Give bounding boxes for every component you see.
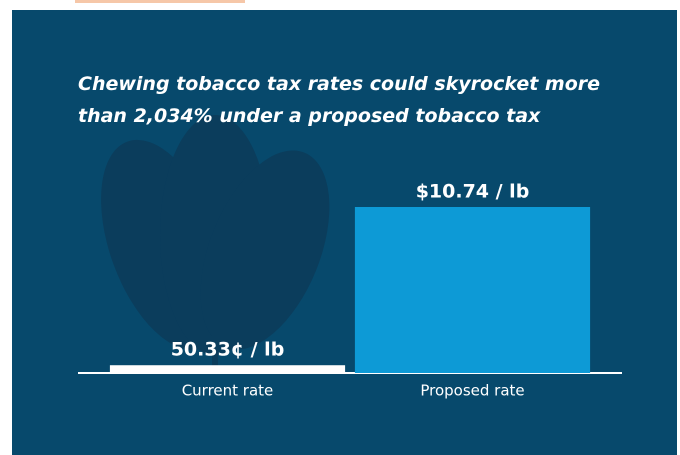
leaf-decoration: [101, 115, 330, 370]
x-tick-label: Proposed rate: [420, 382, 524, 400]
chart-title: Chewing tobacco tax rates could skyrocke…: [78, 73, 601, 127]
value-label: 50.33¢ / lb: [171, 339, 285, 361]
accent-strip: [75, 0, 245, 3]
x-tick-label: Current rate: [182, 382, 274, 400]
bar: [354, 207, 591, 373]
value-label: $10.74 / lb: [416, 181, 530, 203]
bar: [109, 365, 346, 373]
